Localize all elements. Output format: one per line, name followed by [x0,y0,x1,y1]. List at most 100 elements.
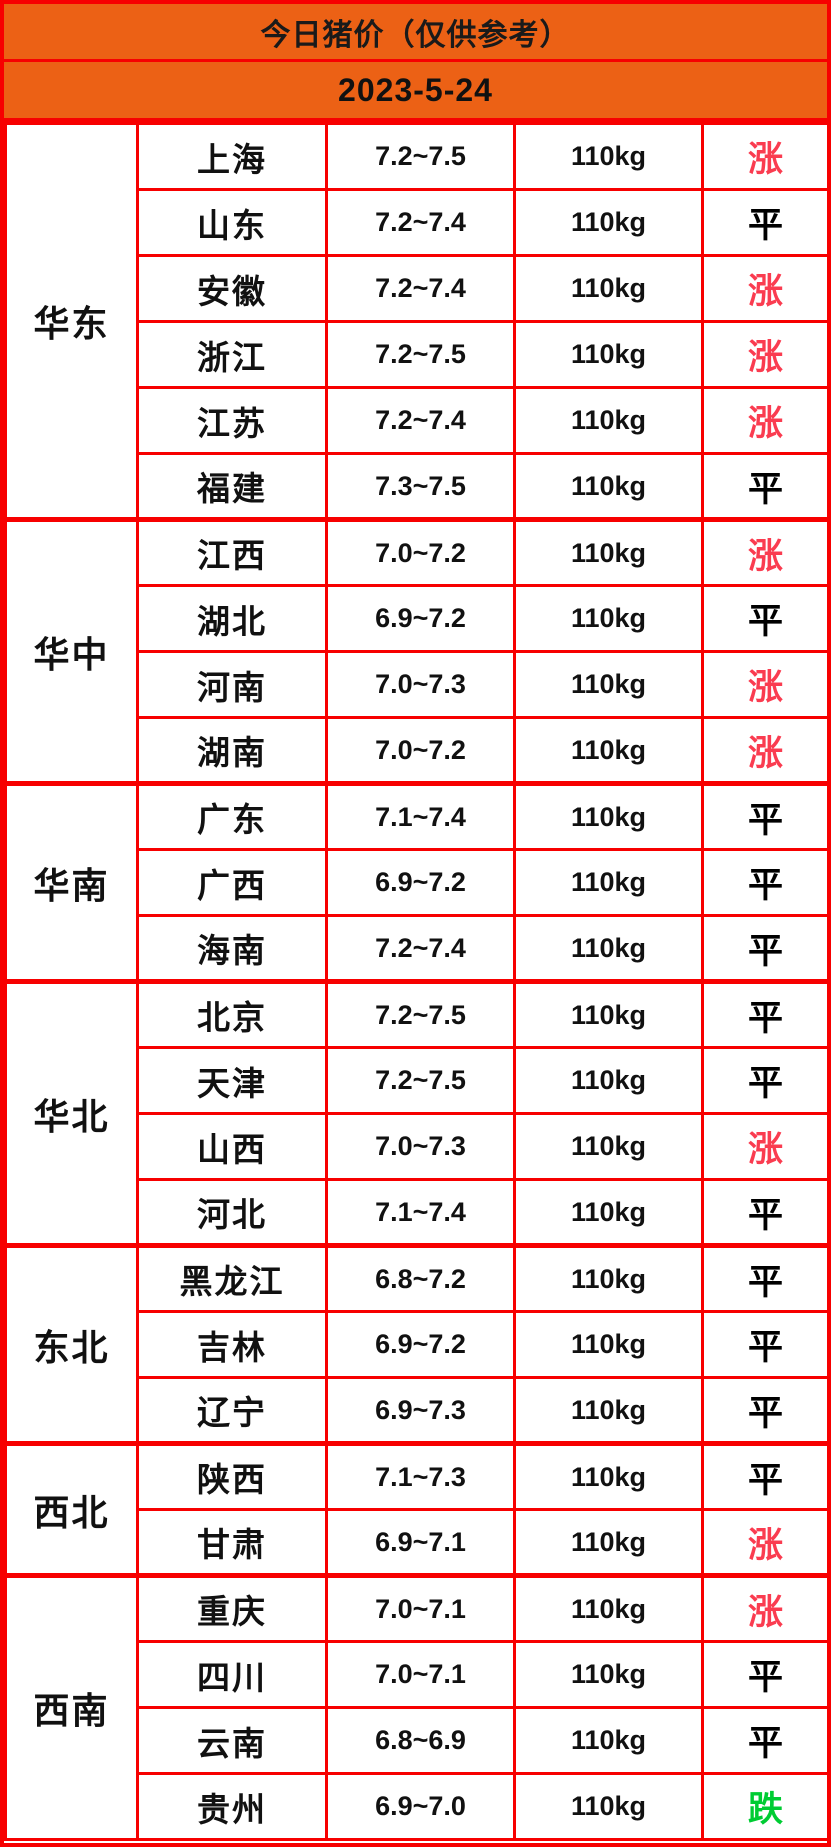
table-row: 西南 重庆 7.0~7.1 110kg 涨 [4,1573,827,1841]
province-cell: 云南 [136,1706,328,1775]
table-row: 海南 7.2~7.4 110kg 平 [6,914,827,983]
weight-cell: 110kg [513,452,704,521]
province-cell: 海南 [136,914,328,983]
trend-cell: 平 [701,1706,827,1775]
trend-cell: 平 [701,1640,827,1709]
weight-cell: 110kg [513,1772,704,1841]
price-cell: 7.0~7.3 [325,1112,516,1181]
price-cell: 7.0~7.2 [325,716,516,785]
weight-cell: 110kg [513,584,704,653]
weight-cell: 110kg [513,914,704,983]
region-cell: 东北 [4,1243,139,1445]
trend-cell: 涨 [701,1112,827,1181]
price-cell: 7.1~7.4 [325,1178,516,1247]
trend-cell: 平 [701,1046,827,1115]
region-cell: 华中 [4,517,139,785]
price-cell: 6.8~7.2 [325,1243,516,1313]
trend-cell: 涨 [701,122,827,191]
table-row: 四川 7.0~7.1 110kg 平 [6,1640,827,1709]
province-cell: 安徽 [136,254,328,323]
weight-cell: 110kg [513,979,704,1049]
province-cell: 陕西 [136,1441,328,1511]
table-row: 江苏 7.2~7.4 110kg 涨 [6,386,827,455]
table-row: 东北 黑龙江 6.8~7.2 110kg 平 [4,1243,827,1445]
province-cell: 黑龙江 [136,1243,328,1313]
region-cell: 华南 [4,781,139,983]
weight-cell: 110kg [513,517,704,587]
weight-cell: 110kg [513,1310,704,1379]
table-row: 辽宁 6.9~7.3 110kg 平 [6,1376,827,1445]
price-cell: 7.2~7.4 [325,386,516,455]
province-cell: 北京 [136,979,328,1049]
province-cell: 吉林 [136,1310,328,1379]
region-cell: 华东 [4,122,139,521]
price-cell: 7.2~7.5 [325,1046,516,1115]
price-cell: 7.3~7.5 [325,452,516,521]
table-row: 广西 6.9~7.2 110kg 平 [6,848,827,917]
weight-cell: 110kg [513,1243,704,1313]
province-cell: 辽宁 [136,1376,328,1445]
price-table: 华东 上海 7.2~7.5 110kg 涨 山东 7.2~7.4 110kg 平… [4,122,827,1841]
trend-cell: 平 [701,1178,827,1247]
weight-cell: 110kg [513,1508,704,1577]
weight-cell: 110kg [513,650,704,719]
trend-cell: 涨 [701,517,827,587]
weight-cell: 110kg [513,1706,704,1775]
weight-cell: 110kg [513,1441,704,1511]
table-row: 安徽 7.2~7.4 110kg 涨 [6,254,827,323]
table-row: 甘肃 6.9~7.1 110kg 涨 [6,1508,827,1577]
price-cell: 7.0~7.1 [325,1640,516,1709]
price-cell: 7.0~7.2 [325,517,516,587]
table-row: 湖南 7.0~7.2 110kg 涨 [6,716,827,785]
table-row: 河南 7.0~7.3 110kg 涨 [6,650,827,719]
region-cell: 西南 [4,1573,139,1841]
province-cell: 山西 [136,1112,328,1181]
region-cell: 华北 [4,979,139,1247]
trend-cell: 涨 [701,716,827,785]
table-row: 华中 江西 7.0~7.2 110kg 涨 [4,517,827,785]
region-cell: 西北 [4,1441,139,1577]
price-cell: 7.2~7.5 [325,979,516,1049]
province-cell: 广西 [136,848,328,917]
table-row: 西北 陕西 7.1~7.3 110kg 平 [4,1441,827,1577]
price-cell: 6.9~7.2 [325,584,516,653]
province-cell: 天津 [136,1046,328,1115]
price-cell: 7.2~7.4 [325,188,516,257]
weight-cell: 110kg [513,716,704,785]
table-row: 华东 上海 7.2~7.5 110kg 涨 [4,122,827,521]
weight-cell: 110kg [513,848,704,917]
table-row: 浙江 7.2~7.5 110kg 涨 [6,320,827,389]
table-row: 贵州 6.9~7.0 110kg 跌 [6,1772,827,1841]
price-cell: 6.9~7.1 [325,1508,516,1577]
table-row: 山东 7.2~7.4 110kg 平 [6,188,827,257]
province-cell: 广东 [136,781,328,851]
price-cell: 7.1~7.3 [325,1441,516,1511]
province-cell: 四川 [136,1640,328,1709]
price-cell: 7.2~7.4 [325,914,516,983]
table-row: 吉林 6.9~7.2 110kg 平 [6,1310,827,1379]
province-cell: 上海 [136,122,328,191]
province-cell: 河北 [136,1178,328,1247]
price-cell: 7.0~7.1 [325,1573,516,1643]
trend-cell: 平 [701,914,827,983]
price-cell: 7.0~7.3 [325,650,516,719]
trend-cell: 涨 [701,1573,827,1643]
province-cell: 重庆 [136,1573,328,1643]
trend-cell: 涨 [701,650,827,719]
trend-cell: 平 [701,452,827,521]
trend-cell: 跌 [701,1772,827,1841]
province-cell: 湖北 [136,584,328,653]
trend-cell: 涨 [701,1508,827,1577]
price-cell: 7.2~7.5 [325,320,516,389]
trend-cell: 平 [701,848,827,917]
table-row: 天津 7.2~7.5 110kg 平 [6,1046,827,1115]
table-row: 河北 7.1~7.4 110kg 平 [6,1178,827,1247]
trend-cell: 平 [701,1243,827,1313]
weight-cell: 110kg [513,122,704,191]
table-row: 云南 6.8~6.9 110kg 平 [6,1706,827,1775]
province-cell: 江苏 [136,386,328,455]
weight-cell: 110kg [513,781,704,851]
weight-cell: 110kg [513,188,704,257]
price-cell: 6.9~7.2 [325,848,516,917]
